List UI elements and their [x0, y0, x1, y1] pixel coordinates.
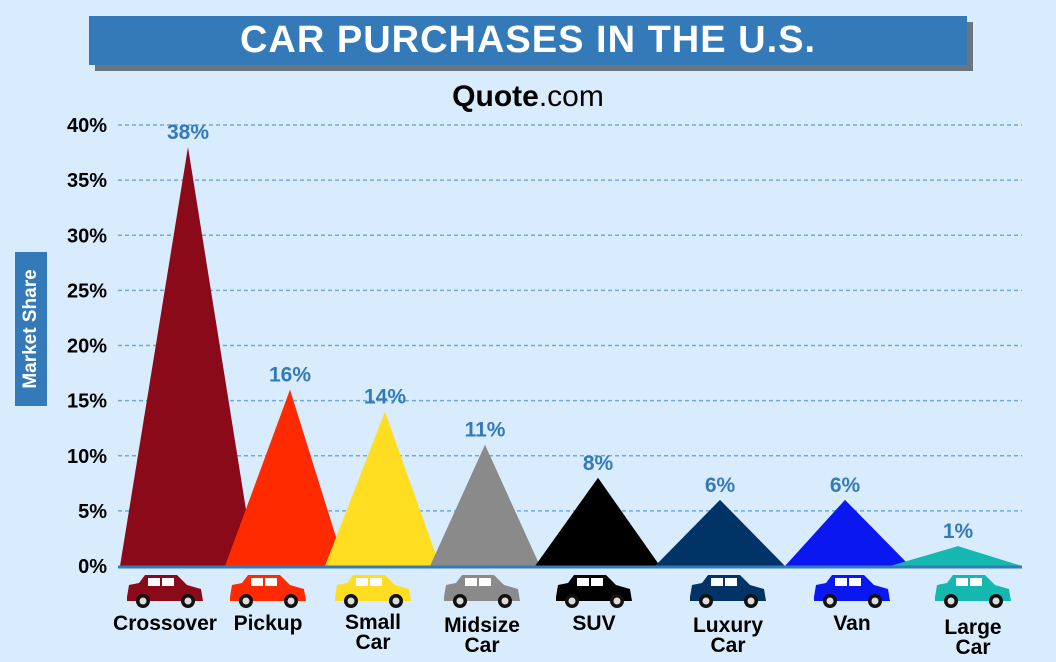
- y-tick-label: 40%: [67, 115, 107, 137]
- x-category-label: Crossover: [113, 612, 217, 635]
- car-icon: [127, 575, 203, 608]
- x-category-label: SUV: [572, 612, 616, 635]
- x-category-label: Midsize Car: [444, 614, 520, 657]
- data-label: 14%: [364, 386, 406, 409]
- chart-title: CAR PURCHASES IN THE U.S.: [89, 16, 967, 65]
- data-label: 6%: [830, 474, 861, 497]
- bar-triangle: [785, 499, 910, 566]
- bar-triangle: [890, 546, 1022, 566]
- data-label: 6%: [705, 474, 736, 497]
- brand-rest: .com: [538, 80, 604, 113]
- car-icon: [556, 575, 632, 608]
- bar-triangle: [325, 411, 440, 566]
- data-label: 38%: [167, 121, 209, 144]
- x-category-label: Large Car: [944, 616, 1002, 659]
- y-tick-label: 20%: [67, 336, 107, 358]
- y-tick-label: 0%: [78, 556, 107, 578]
- car-icon: [230, 575, 306, 608]
- x-category-label: Small Car: [344, 611, 402, 654]
- data-label: 11%: [465, 419, 506, 442]
- x-category-label: Pickup: [233, 612, 303, 635]
- x-category-label: Luxury Car: [692, 614, 763, 657]
- y-tick-label: 25%: [67, 280, 107, 302]
- bar-triangle: [655, 499, 785, 566]
- car-icon: [814, 575, 890, 608]
- brand-bold: Quote: [452, 80, 539, 113]
- x-category-label: Van: [833, 612, 871, 635]
- y-tick-label: 10%: [67, 446, 107, 468]
- bar-triangle: [430, 444, 540, 566]
- data-label: 1%: [943, 520, 974, 543]
- data-label: 8%: [583, 452, 614, 475]
- data-label: 16%: [269, 364, 311, 387]
- y-tick-label: 30%: [67, 225, 107, 247]
- bar-triangle: [225, 389, 345, 566]
- car-icon: [935, 575, 1011, 608]
- bar-triangle: [120, 147, 255, 567]
- car-icon: [335, 575, 411, 608]
- bar-triangle: [535, 477, 660, 566]
- y-tick-label: 15%: [67, 391, 107, 413]
- y-tick-label: 5%: [78, 501, 107, 523]
- car-icon: [444, 575, 520, 608]
- y-tick-label: 35%: [67, 170, 107, 192]
- y-axis-label-box: Market Share: [15, 252, 47, 406]
- brand-logo: Quote.com: [0, 80, 1056, 114]
- car-icon: [690, 575, 766, 608]
